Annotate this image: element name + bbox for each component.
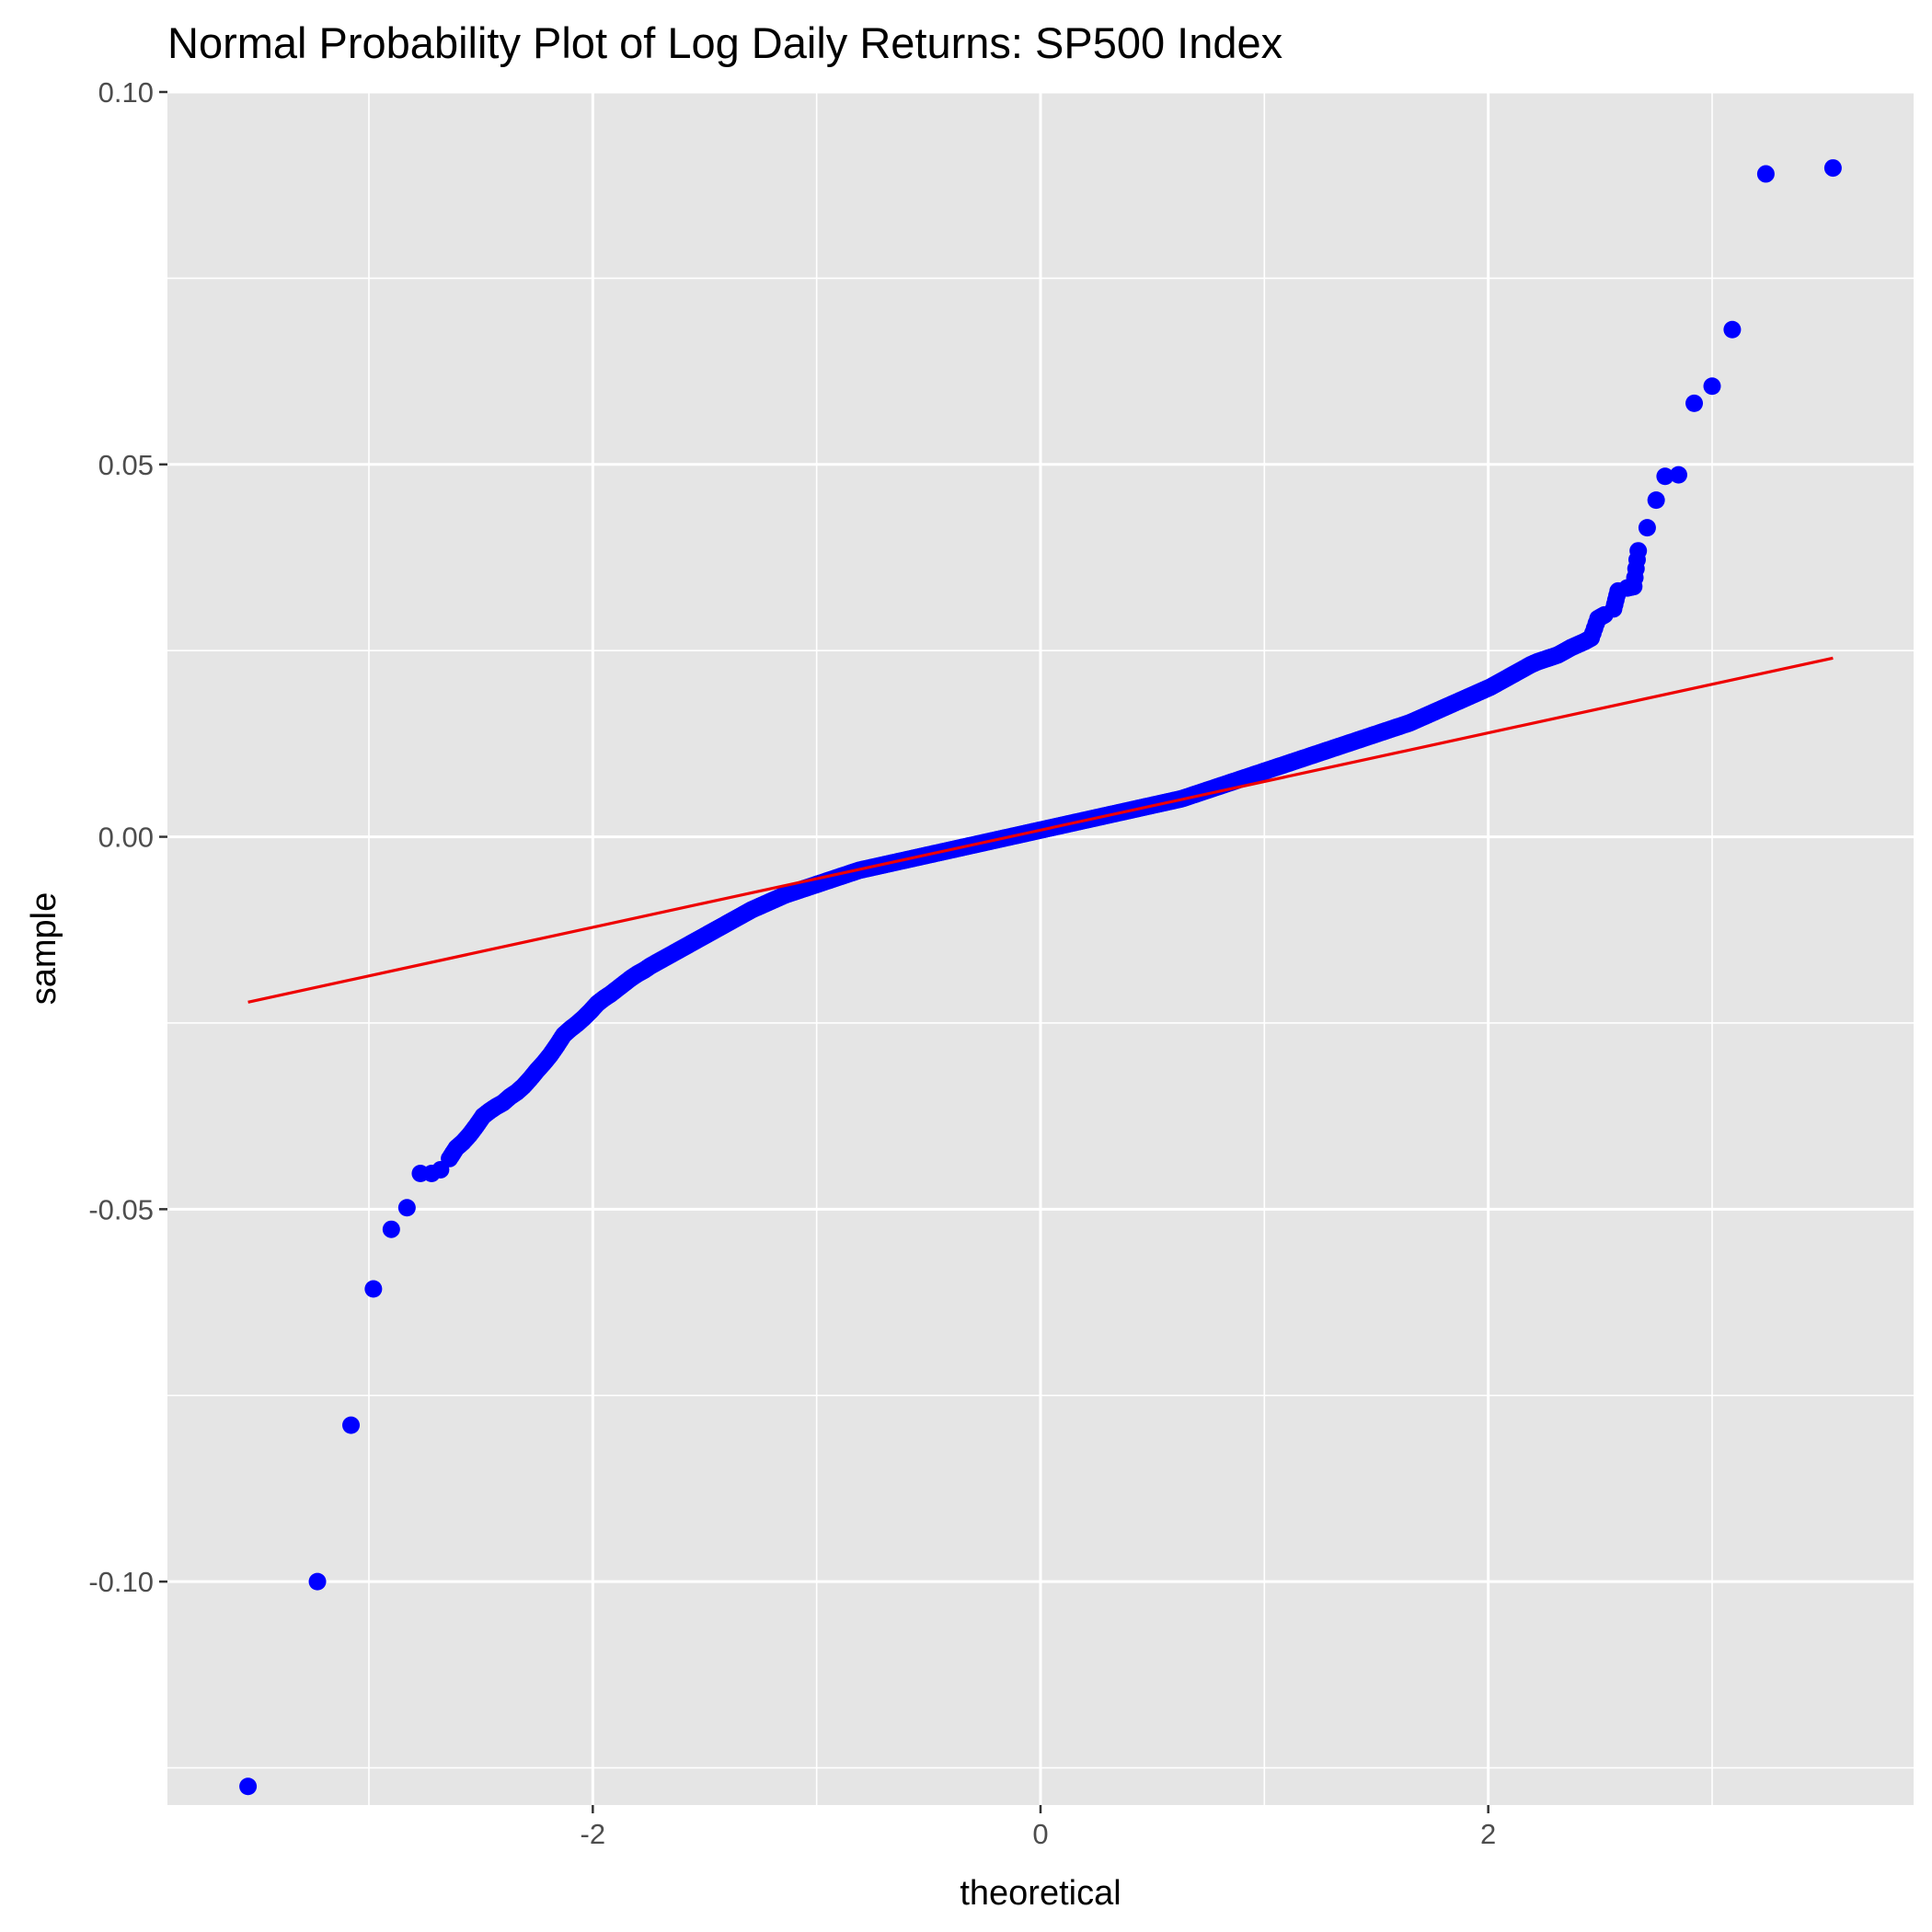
sample-point bbox=[1703, 377, 1721, 396]
reference-line bbox=[247, 656, 1834, 1004]
sample-point bbox=[1685, 394, 1704, 412]
y-tick-label: 0.00 bbox=[98, 822, 154, 854]
chart-title: Normal Probability Plot of Log Daily Ret… bbox=[167, 18, 1282, 67]
sample-point bbox=[1823, 159, 1842, 178]
sample-point bbox=[397, 1199, 416, 1217]
sample-point bbox=[382, 1220, 400, 1238]
sample-point bbox=[239, 1777, 258, 1796]
y-tick-label: 0.05 bbox=[98, 449, 154, 481]
y-tick-label: -0.10 bbox=[88, 1566, 154, 1598]
x-tick-label: 2 bbox=[1480, 1818, 1496, 1850]
y-tick-label: -0.05 bbox=[88, 1193, 154, 1225]
x-axis: -2 0 2 bbox=[581, 1805, 1496, 1850]
y-axis-title: sample bbox=[25, 892, 63, 1006]
sample-point bbox=[1647, 491, 1665, 510]
sample-point bbox=[1629, 542, 1648, 560]
x-axis-title: theoretical bbox=[960, 1874, 1121, 1913]
sample-point bbox=[1670, 466, 1687, 484]
sample-point bbox=[1638, 519, 1656, 537]
y-axis: -0.10 -0.05 0.00 0.05 0.10 bbox=[88, 76, 167, 1598]
sample-point bbox=[342, 1416, 361, 1434]
x-tick-label: -2 bbox=[581, 1818, 606, 1850]
x-tick-label: 0 bbox=[1032, 1818, 1048, 1850]
sample-point bbox=[1723, 320, 1742, 339]
reference-line-segment bbox=[247, 656, 1834, 1004]
sample-point bbox=[308, 1572, 327, 1591]
sample-point bbox=[364, 1280, 383, 1298]
sample-point bbox=[1756, 165, 1775, 183]
sample-point bbox=[1656, 467, 1674, 486]
y-tick-label: 0.10 bbox=[98, 76, 154, 109]
